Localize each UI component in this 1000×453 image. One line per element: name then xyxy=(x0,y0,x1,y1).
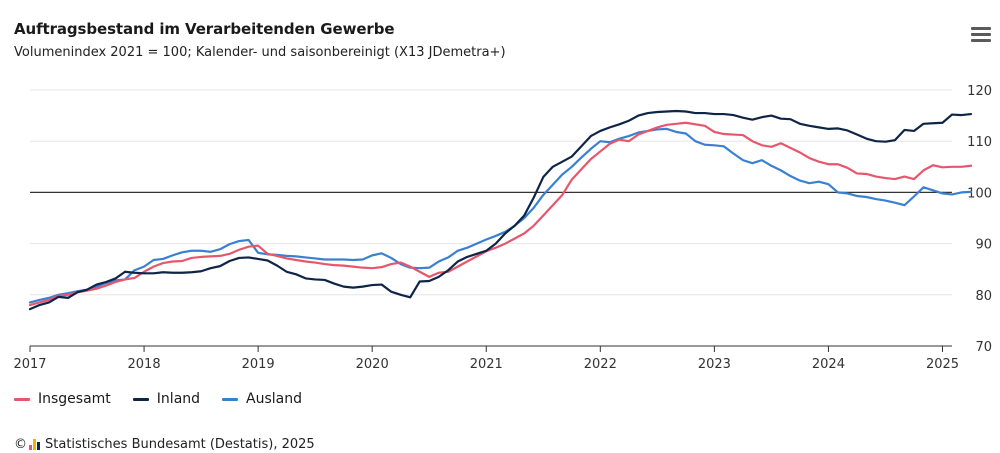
x-tick-label: 2019 xyxy=(242,357,275,372)
series-line-ausland xyxy=(28,127,973,304)
chart-subtitle: Volumenindex 2021 = 100; Kalender- und s… xyxy=(14,45,506,60)
x-tick-label: 2022 xyxy=(584,357,617,372)
destatis-logo-icon xyxy=(29,439,41,450)
credits-text: Statistisches Bundesamt (Destatis), 2025 xyxy=(45,437,315,452)
y-tick-label: 110 xyxy=(967,135,992,150)
y-tick-label: 100 xyxy=(967,186,992,201)
hamburger-menu-icon[interactable] xyxy=(971,27,991,47)
x-tick-label: 2017 xyxy=(13,357,46,372)
legend-item-insgesamt[interactable]: Insgesamt xyxy=(14,391,111,407)
copyright-symbol: © xyxy=(14,437,27,452)
y-tick-label: 120 xyxy=(967,84,992,99)
x-tick-label: 2020 xyxy=(356,357,389,372)
y-tick-label: 70 xyxy=(975,340,992,355)
legend-label-inland: Inland xyxy=(156,391,201,407)
series-line-insgesamt xyxy=(28,121,973,307)
x-tick-label: 2021 xyxy=(470,357,503,372)
x-tick-label: 2018 xyxy=(128,357,161,372)
legend-swatch-inland xyxy=(132,397,149,401)
legend-item-inland[interactable]: Inland xyxy=(132,391,201,407)
chart-title: Auftragsbestand im Verarbeitenden Gewerb… xyxy=(14,20,395,38)
credits: © Statistisches Bundesamt (Destatis), 20… xyxy=(14,437,315,452)
legend-label-ausland: Ausland xyxy=(246,391,303,407)
y-tick-label: 80 xyxy=(975,289,992,304)
chart-legend: Insgesamt Inland Ausland xyxy=(14,391,324,407)
legend-swatch-insgesamt xyxy=(14,397,30,401)
y-tick-label: 90 xyxy=(975,238,992,253)
legend-label-insgesamt: Insgesamt xyxy=(38,391,111,407)
series-line-inland xyxy=(28,109,973,311)
x-tick-label: 2024 xyxy=(812,357,845,372)
line-chart: 70 80 90 100 110 120 2017 2018 2019 2020 2021 2022 2… xyxy=(13,84,992,372)
legend-swatch-ausland xyxy=(222,397,239,401)
legend-item-ausland[interactable]: Ausland xyxy=(222,391,302,407)
x-tick-label: 2025 xyxy=(926,357,959,372)
x-tick-label: 2023 xyxy=(698,357,731,372)
